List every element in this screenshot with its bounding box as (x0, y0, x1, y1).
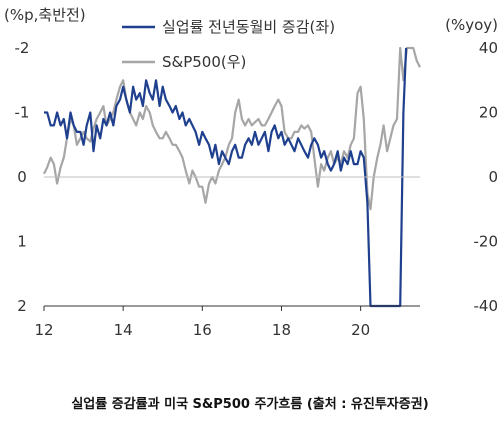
right-tick-label: 20 (479, 104, 498, 122)
figure-caption: 실업률 증감률과 미국 S&P500 주가흐름 (출처 : 유진투자증권) (71, 397, 429, 412)
left-tick-label: 2 (17, 297, 27, 315)
x-tick-label: 20 (351, 321, 370, 339)
left-tick-label: -1 (15, 104, 30, 122)
right-tick-label: 40 (479, 39, 498, 57)
legend-label-unemployment: 실업률 전년동월비 증감(좌) (162, 18, 335, 36)
x-tick-label: 12 (34, 321, 53, 339)
left-tick-label: 0 (17, 168, 27, 186)
legend: 실업률 전년동월비 증감(좌) S&P500(우) (122, 18, 335, 71)
x-tick-label: 18 (272, 321, 291, 339)
chart: (%p,축반전) (%yoy) 실업률 전년동월비 증감(좌) S&P500(우… (4, 6, 498, 339)
left-tick-label: -2 (15, 39, 30, 57)
series-line-sp500 (43, 46, 421, 211)
right-tick-label: 0 (488, 168, 498, 186)
left-tick-label: 1 (17, 233, 27, 251)
right-tick-label: -40 (474, 297, 499, 315)
plot-area (43, 46, 421, 308)
x-tick-label: 16 (193, 321, 212, 339)
series-line-unemployment (44, 47, 408, 308)
x-tick-label: 14 (114, 321, 133, 339)
right-axis-title: (%yoy) (445, 16, 498, 34)
legend-label-sp500: S&P500(우) (162, 53, 246, 71)
left-axis-title: (%p,축반전) (4, 6, 86, 24)
right-tick-label: -20 (474, 233, 499, 251)
